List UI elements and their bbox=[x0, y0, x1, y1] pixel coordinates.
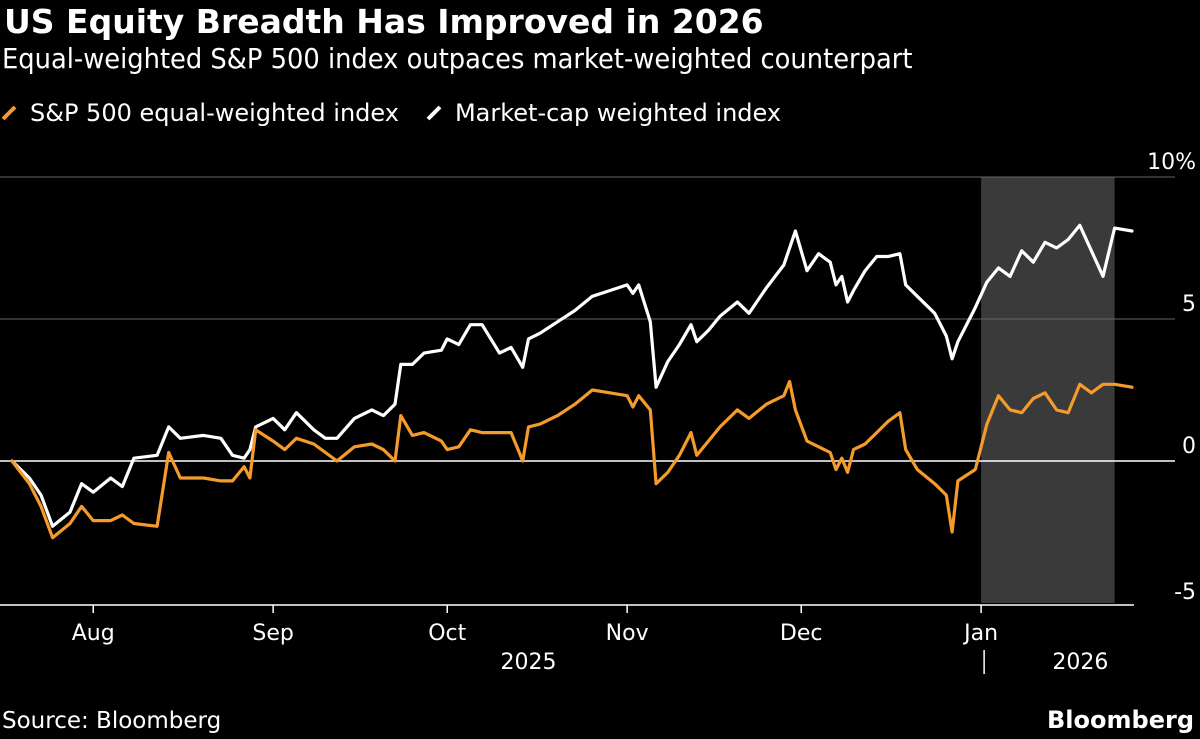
y-tick-label: 0 bbox=[1182, 434, 1196, 459]
line-chart: 10% 5 0 -5 Aug Sep Oct Nov Dec Jan 2025 2026 bbox=[0, 150, 1196, 675]
series-line-market-cap bbox=[10, 223, 1134, 528]
year-label: 2025 bbox=[500, 650, 556, 675]
x-tick-label: Aug bbox=[72, 621, 115, 646]
y-tick-label: -5 bbox=[1174, 580, 1196, 605]
legend-label-equal-weighted: S&P 500 equal-weighted index bbox=[30, 99, 399, 127]
series-line-equal-weighted bbox=[10, 379, 1134, 540]
chart-subtitle: Equal-weighted S&P 500 index outpaces ma… bbox=[2, 42, 913, 75]
legend-label-market-cap: Market-cap weighted index bbox=[454, 99, 782, 127]
y-axis-tick-labels: 10% 5 0 -5 bbox=[1147, 150, 1196, 605]
year-label: 2026 bbox=[1052, 650, 1108, 675]
gridline-layer bbox=[0, 176, 1175, 462]
source-note: Source: Bloomberg bbox=[2, 708, 222, 734]
x-tick-label: Dec bbox=[780, 621, 823, 646]
legend-item-equal-weighted[interactable]: S&P 500 equal-weighted index bbox=[0, 99, 399, 127]
brand-logo-text: Bloomberg bbox=[1047, 706, 1194, 734]
series-layer bbox=[10, 223, 1134, 540]
chart-legend: S&P 500 equal-weighted index Market-cap … bbox=[0, 96, 807, 130]
y-tick-label: 10% bbox=[1147, 150, 1196, 175]
chart-title: US Equity Breadth Has Improved in 2026 bbox=[4, 2, 764, 41]
highlight-region-layer bbox=[981, 177, 1115, 603]
legend-swatch-equal-weighted bbox=[1, 105, 17, 121]
x-axis: Aug Sep Oct Nov Dec Jan 2025 2026 bbox=[0, 604, 1134, 675]
x-tick-label: Oct bbox=[428, 621, 466, 646]
x-tick-label: Sep bbox=[252, 621, 293, 646]
x-tick-label: Nov bbox=[606, 621, 649, 646]
legend-item-market-cap[interactable]: Market-cap weighted index bbox=[425, 99, 781, 127]
highlight-region-2026 bbox=[981, 177, 1115, 603]
legend-swatch-market-cap bbox=[426, 105, 442, 121]
x-tick-label: Jan bbox=[962, 621, 998, 646]
y-tick-label: 5 bbox=[1182, 292, 1196, 317]
